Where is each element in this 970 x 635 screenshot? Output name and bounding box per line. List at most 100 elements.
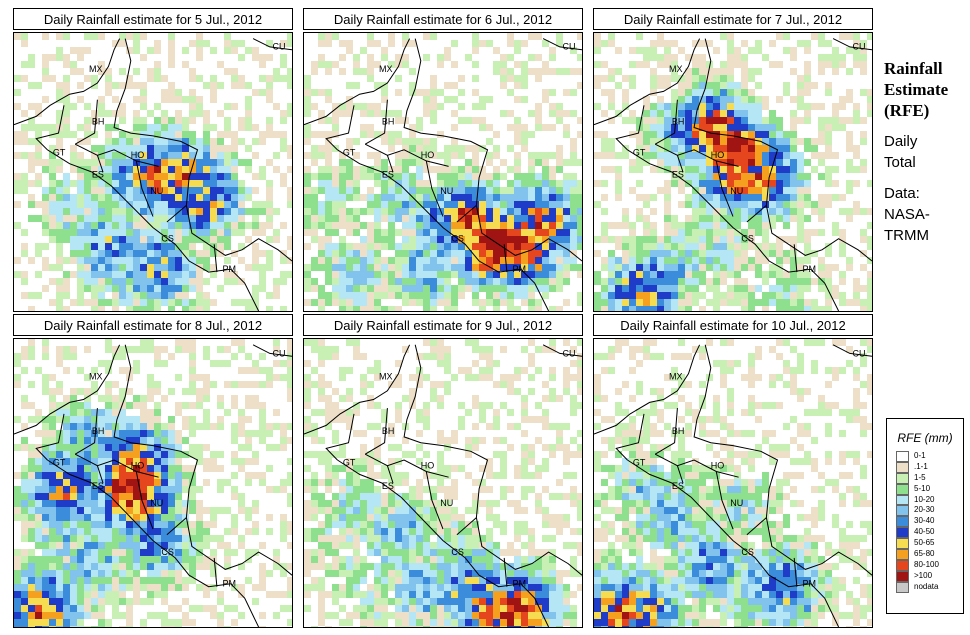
legend-label: nodata	[914, 581, 939, 591]
coastline	[627, 149, 840, 311]
country-border	[364, 143, 449, 167]
country-border	[35, 413, 65, 461]
side-title-line: Estimate	[884, 80, 949, 99]
country-label-pm: PM	[513, 579, 527, 589]
legend-label: >100	[914, 570, 933, 580]
legend-label: 50-65	[914, 538, 935, 548]
coastline	[47, 459, 260, 627]
country-label-nu: NU	[150, 498, 163, 508]
legend-swatch	[896, 505, 909, 517]
map-svg: MX BH GT HO ES NU CS PM CU	[14, 339, 292, 627]
legend-label: 1-5	[914, 472, 926, 482]
country-label-mx: MX	[669, 371, 683, 381]
country-label-ho: HO	[711, 461, 725, 471]
rainfall-map: MX BH GT HO ES NU CS PM CU	[593, 338, 873, 628]
country-border	[654, 143, 739, 167]
country-label-gt: GT	[343, 147, 356, 157]
country-border	[654, 99, 678, 145]
country-label-cs: CS	[741, 547, 754, 557]
country-label-cu: CU	[273, 42, 286, 52]
legend-label: 0-1	[914, 451, 926, 460]
legend-item: 5-10	[896, 483, 963, 495]
country-border	[746, 205, 767, 223]
country-label-nu: NU	[440, 186, 453, 196]
legend-swatch	[896, 538, 909, 550]
country-border	[213, 244, 218, 273]
legend-item: >100	[896, 570, 963, 582]
legend-item: .1-1	[896, 461, 963, 473]
country-label-gt: GT	[343, 458, 356, 468]
legend-item: 30-40	[896, 516, 963, 528]
map-svg: MX BH GT HO ES NU CS PM CU	[304, 339, 582, 627]
coastline	[14, 38, 121, 126]
country-border	[74, 408, 98, 455]
legend-label: .1-1	[914, 461, 928, 471]
country-label-cs: CS	[161, 234, 174, 244]
legend-label: 30-40	[914, 516, 935, 526]
country-label-nu: NU	[730, 498, 743, 508]
legend-label: 5-10	[914, 483, 931, 493]
legend-label: 20-30	[914, 505, 935, 515]
side-period: Daily Total	[884, 131, 968, 173]
country-label-gt: GT	[53, 147, 66, 157]
country-label-ho: HO	[421, 461, 435, 471]
country-label-cu: CU	[563, 42, 576, 52]
legend-label: 10-20	[914, 494, 935, 504]
coastline	[47, 149, 260, 311]
country-label-nu: NU	[150, 186, 163, 196]
legend-item: 10-20	[896, 494, 963, 506]
country-label-mx: MX	[379, 64, 393, 74]
country-label-ho: HO	[131, 150, 145, 160]
country-label-mx: MX	[669, 64, 683, 74]
country-label-gt: GT	[633, 458, 646, 468]
rainfall-map: MX BH GT HO ES NU CS PM CU	[303, 32, 583, 312]
country-label-bh: BH	[92, 426, 105, 436]
coastline	[403, 344, 582, 576]
legend-label: 40-50	[914, 527, 935, 537]
legend-rows: 0-1.1-1 1-5 5-10 10-20 20-30 30-40 40-50 50-65 6…	[887, 451, 963, 593]
rain-grid	[304, 339, 582, 627]
country-label-nu: NU	[440, 498, 453, 508]
legend-swatch	[896, 581, 909, 593]
legend-item: 1-5	[896, 472, 963, 484]
country-border	[793, 557, 798, 587]
legend-swatch	[896, 494, 909, 506]
coastline	[304, 38, 411, 126]
legend-item: 20-30	[896, 505, 963, 517]
rainfall-map: MX BH GT HO ES NU CS PM CU	[13, 32, 293, 312]
country-border	[35, 105, 65, 151]
country-border	[456, 205, 477, 223]
country-label-bh: BH	[92, 117, 105, 127]
country-label-pm: PM	[803, 579, 817, 589]
coastline	[337, 459, 550, 627]
country-border	[325, 105, 355, 151]
map-svg: MX BH GT HO ES NU CS PM CU	[594, 33, 872, 311]
rainfall-map: MX BH GT HO ES NU CS PM CU	[593, 32, 873, 312]
coastline	[693, 38, 872, 262]
legend-item: 80-100	[896, 559, 963, 571]
side-text-line: NASA-	[884, 206, 930, 223]
side-title-line: Rainfall	[884, 59, 943, 78]
country-label-es: ES	[382, 170, 394, 180]
country-border	[166, 517, 187, 536]
legend-item: 50-65	[896, 538, 963, 550]
country-label-cs: CS	[741, 234, 754, 244]
panel-title: Daily Rainfall estimate for 7 Jul., 2012	[593, 8, 873, 30]
country-border	[96, 465, 104, 484]
country-border	[135, 160, 154, 217]
country-border	[364, 99, 388, 145]
rain-grid	[304, 33, 582, 311]
side-text-line: Total	[884, 154, 916, 171]
country-label-cs: CS	[451, 234, 464, 244]
country-label-cu: CU	[563, 348, 576, 358]
legend-swatch	[896, 570, 909, 582]
country-border	[503, 557, 508, 587]
side-text-line: TRMM	[884, 227, 929, 244]
country-label-mx: MX	[89, 371, 103, 381]
country-border	[74, 99, 98, 145]
legend-item: 40-50	[896, 527, 963, 539]
country-border	[74, 143, 159, 167]
legend-swatch	[896, 559, 909, 571]
rfe-legend: RFE (mm) 0-1.1-1 1-5 5-10 10-20 20-30 30-40 40…	[886, 418, 964, 614]
country-label-es: ES	[672, 170, 684, 180]
